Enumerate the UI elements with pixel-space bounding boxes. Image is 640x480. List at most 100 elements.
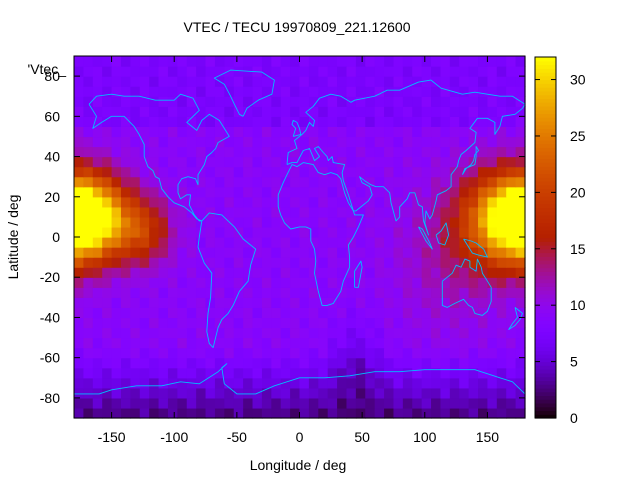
heatmap-cell [459, 307, 470, 319]
heatmap-cell [468, 277, 479, 288]
heatmap-cell [261, 317, 272, 329]
heatmap-cell [384, 196, 395, 208]
heatmap-cell [506, 297, 517, 308]
heatmap-cell [449, 307, 460, 319]
x-tick-label: 150 [476, 429, 500, 445]
heatmap-cell [496, 96, 507, 107]
heatmap-cell [487, 407, 498, 419]
heatmap-cell [327, 176, 338, 188]
heatmap-cell [449, 407, 460, 419]
heatmap-cell [233, 56, 244, 67]
heatmap-cell [224, 186, 235, 198]
colorbar-segment [535, 331, 556, 336]
heatmap-cell [308, 387, 319, 399]
heatmap-cell [449, 387, 460, 399]
heatmap-cell [130, 237, 141, 248]
heatmap-cell [374, 76, 385, 87]
heatmap-cell [120, 357, 131, 369]
heatmap-cell [506, 86, 517, 97]
heatmap-cell [243, 307, 254, 319]
heatmap-cell [271, 106, 282, 117]
heatmap-cell [130, 297, 141, 308]
heatmap-cell [515, 166, 526, 178]
heatmap-cell [412, 136, 423, 148]
heatmap-cell [299, 136, 310, 148]
heatmap-cell [111, 126, 122, 138]
heatmap-cell [290, 387, 301, 399]
heatmap-cell [468, 307, 479, 319]
heatmap-cell [224, 136, 235, 148]
x-tick-label: -50 [227, 429, 247, 445]
heatmap-cell [384, 297, 395, 308]
heatmap-cell [214, 166, 225, 178]
heatmap-cell [149, 237, 160, 248]
heatmap-cell [167, 166, 178, 178]
heatmap-cell [224, 66, 235, 77]
heatmap-cell [214, 56, 225, 67]
heatmap-cell [280, 247, 291, 258]
heatmap-cell [384, 247, 395, 258]
heatmap-cell [224, 116, 235, 127]
heatmap-cell [102, 216, 113, 228]
heatmap-cell [459, 76, 470, 87]
heatmap-cell [346, 156, 357, 168]
heatmap-cell [196, 126, 207, 138]
heatmap-cell [158, 76, 169, 87]
heatmap-cell [224, 257, 235, 268]
heatmap-cell [92, 96, 103, 107]
heatmap-cell [402, 206, 413, 218]
heatmap-cell [393, 176, 404, 188]
heatmap-cell [299, 216, 310, 228]
heatmap-cell [337, 56, 348, 67]
heatmap-cell [402, 116, 413, 127]
heatmap-cell [496, 257, 507, 268]
colorbar-segment [535, 132, 556, 137]
heatmap-cell [280, 387, 291, 399]
heatmap-cell [214, 66, 225, 77]
heatmap-cell [271, 56, 282, 67]
heatmap-cell [167, 257, 178, 268]
heatmap-cell [365, 387, 376, 399]
heatmap-cell [318, 76, 329, 87]
heatmap-cell [487, 387, 498, 399]
heatmap-cell [252, 116, 263, 127]
heatmap-cell [318, 226, 329, 238]
heatmap-cell [243, 206, 254, 218]
heatmap-cell [205, 176, 216, 188]
heatmap-cell [120, 216, 131, 228]
heatmap-cell [290, 96, 301, 107]
heatmap-cell [440, 387, 451, 399]
heatmap-cell [318, 317, 329, 329]
heatmap-cell [431, 377, 442, 389]
heatmap-cell [449, 247, 460, 258]
heatmap-cell [299, 267, 310, 278]
heatmap-cell [261, 216, 272, 228]
heatmap-cell [478, 176, 489, 188]
heatmap-cell [214, 277, 225, 288]
heatmap-cell [196, 297, 207, 308]
heatmap-cell [149, 407, 160, 419]
heatmap-cell [167, 126, 178, 138]
heatmap-cell [355, 407, 366, 419]
heatmap-cell [308, 237, 319, 248]
heatmap-cell [402, 176, 413, 188]
colorbar-segment [535, 282, 556, 287]
heatmap-cell [384, 277, 395, 288]
heatmap-cell [496, 267, 507, 278]
heatmap-cell [496, 76, 507, 87]
heatmap-cell [290, 307, 301, 319]
heatmap-cell [224, 237, 235, 248]
heatmap-cell [402, 216, 413, 228]
heatmap-cell [205, 196, 216, 208]
heatmap-cell [449, 347, 460, 359]
heatmap-cell [186, 206, 197, 218]
heatmap-cell [149, 186, 160, 198]
heatmap-cell [271, 176, 282, 188]
heatmap-cell [196, 237, 207, 248]
heatmap-cell [478, 146, 489, 158]
heatmap-cell [346, 176, 357, 188]
heatmap-cell [431, 327, 442, 339]
heatmap-cell [402, 297, 413, 308]
heatmap-cell [478, 76, 489, 87]
heatmap-cell [290, 407, 301, 419]
